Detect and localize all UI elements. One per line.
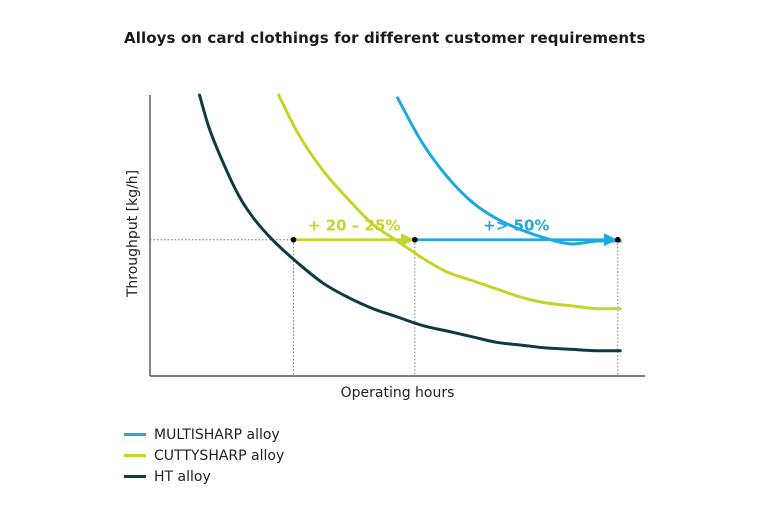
annotation-arrows: + 20 – 25% +> 50% [293, 217, 618, 247]
axes [149, 95, 645, 377]
legend-label: CUTTYSHARP alloy [154, 447, 285, 464]
legend-label: HT alloy [154, 468, 211, 485]
multisharp-alloy-curve [396, 96, 622, 246]
legend-swatch [124, 433, 146, 436]
legend-swatch [124, 475, 146, 478]
reference-point-1 [290, 236, 297, 243]
cuttysharp-alloy-curve [277, 93, 622, 311]
y-axis-label: Throughput [kg/h] [125, 170, 141, 298]
chart-title: Alloys on card clothings for different c… [124, 29, 646, 47]
annotation-label-1: + 20 – 25% [308, 217, 401, 235]
legend-item-cuttysharp-alloy: CUTTYSHARP alloy [124, 445, 284, 466]
legend-item-ht-alloy: HT alloy [124, 466, 284, 487]
legend-label: MULTISHARP alloy [154, 426, 280, 443]
axis-labels: Operating hours Throughput [kg/h] [125, 170, 454, 401]
legend: MULTISHARP alloy CUTTYSHARP alloy HT alloy [124, 424, 284, 487]
guide-lines [150, 239, 619, 376]
x-axis-label: Operating hours [341, 385, 455, 401]
series-lines [198, 93, 622, 353]
legend-item-multisharp-alloy: MULTISHARP alloy [124, 424, 284, 445]
legend-swatch [124, 454, 146, 457]
reference-point-2 [412, 236, 418, 243]
ht-alloy-curve [198, 93, 622, 353]
annotation-label-2: +> 50% [483, 217, 549, 235]
reference-points [290, 236, 621, 243]
reference-point-3 [614, 236, 621, 243]
